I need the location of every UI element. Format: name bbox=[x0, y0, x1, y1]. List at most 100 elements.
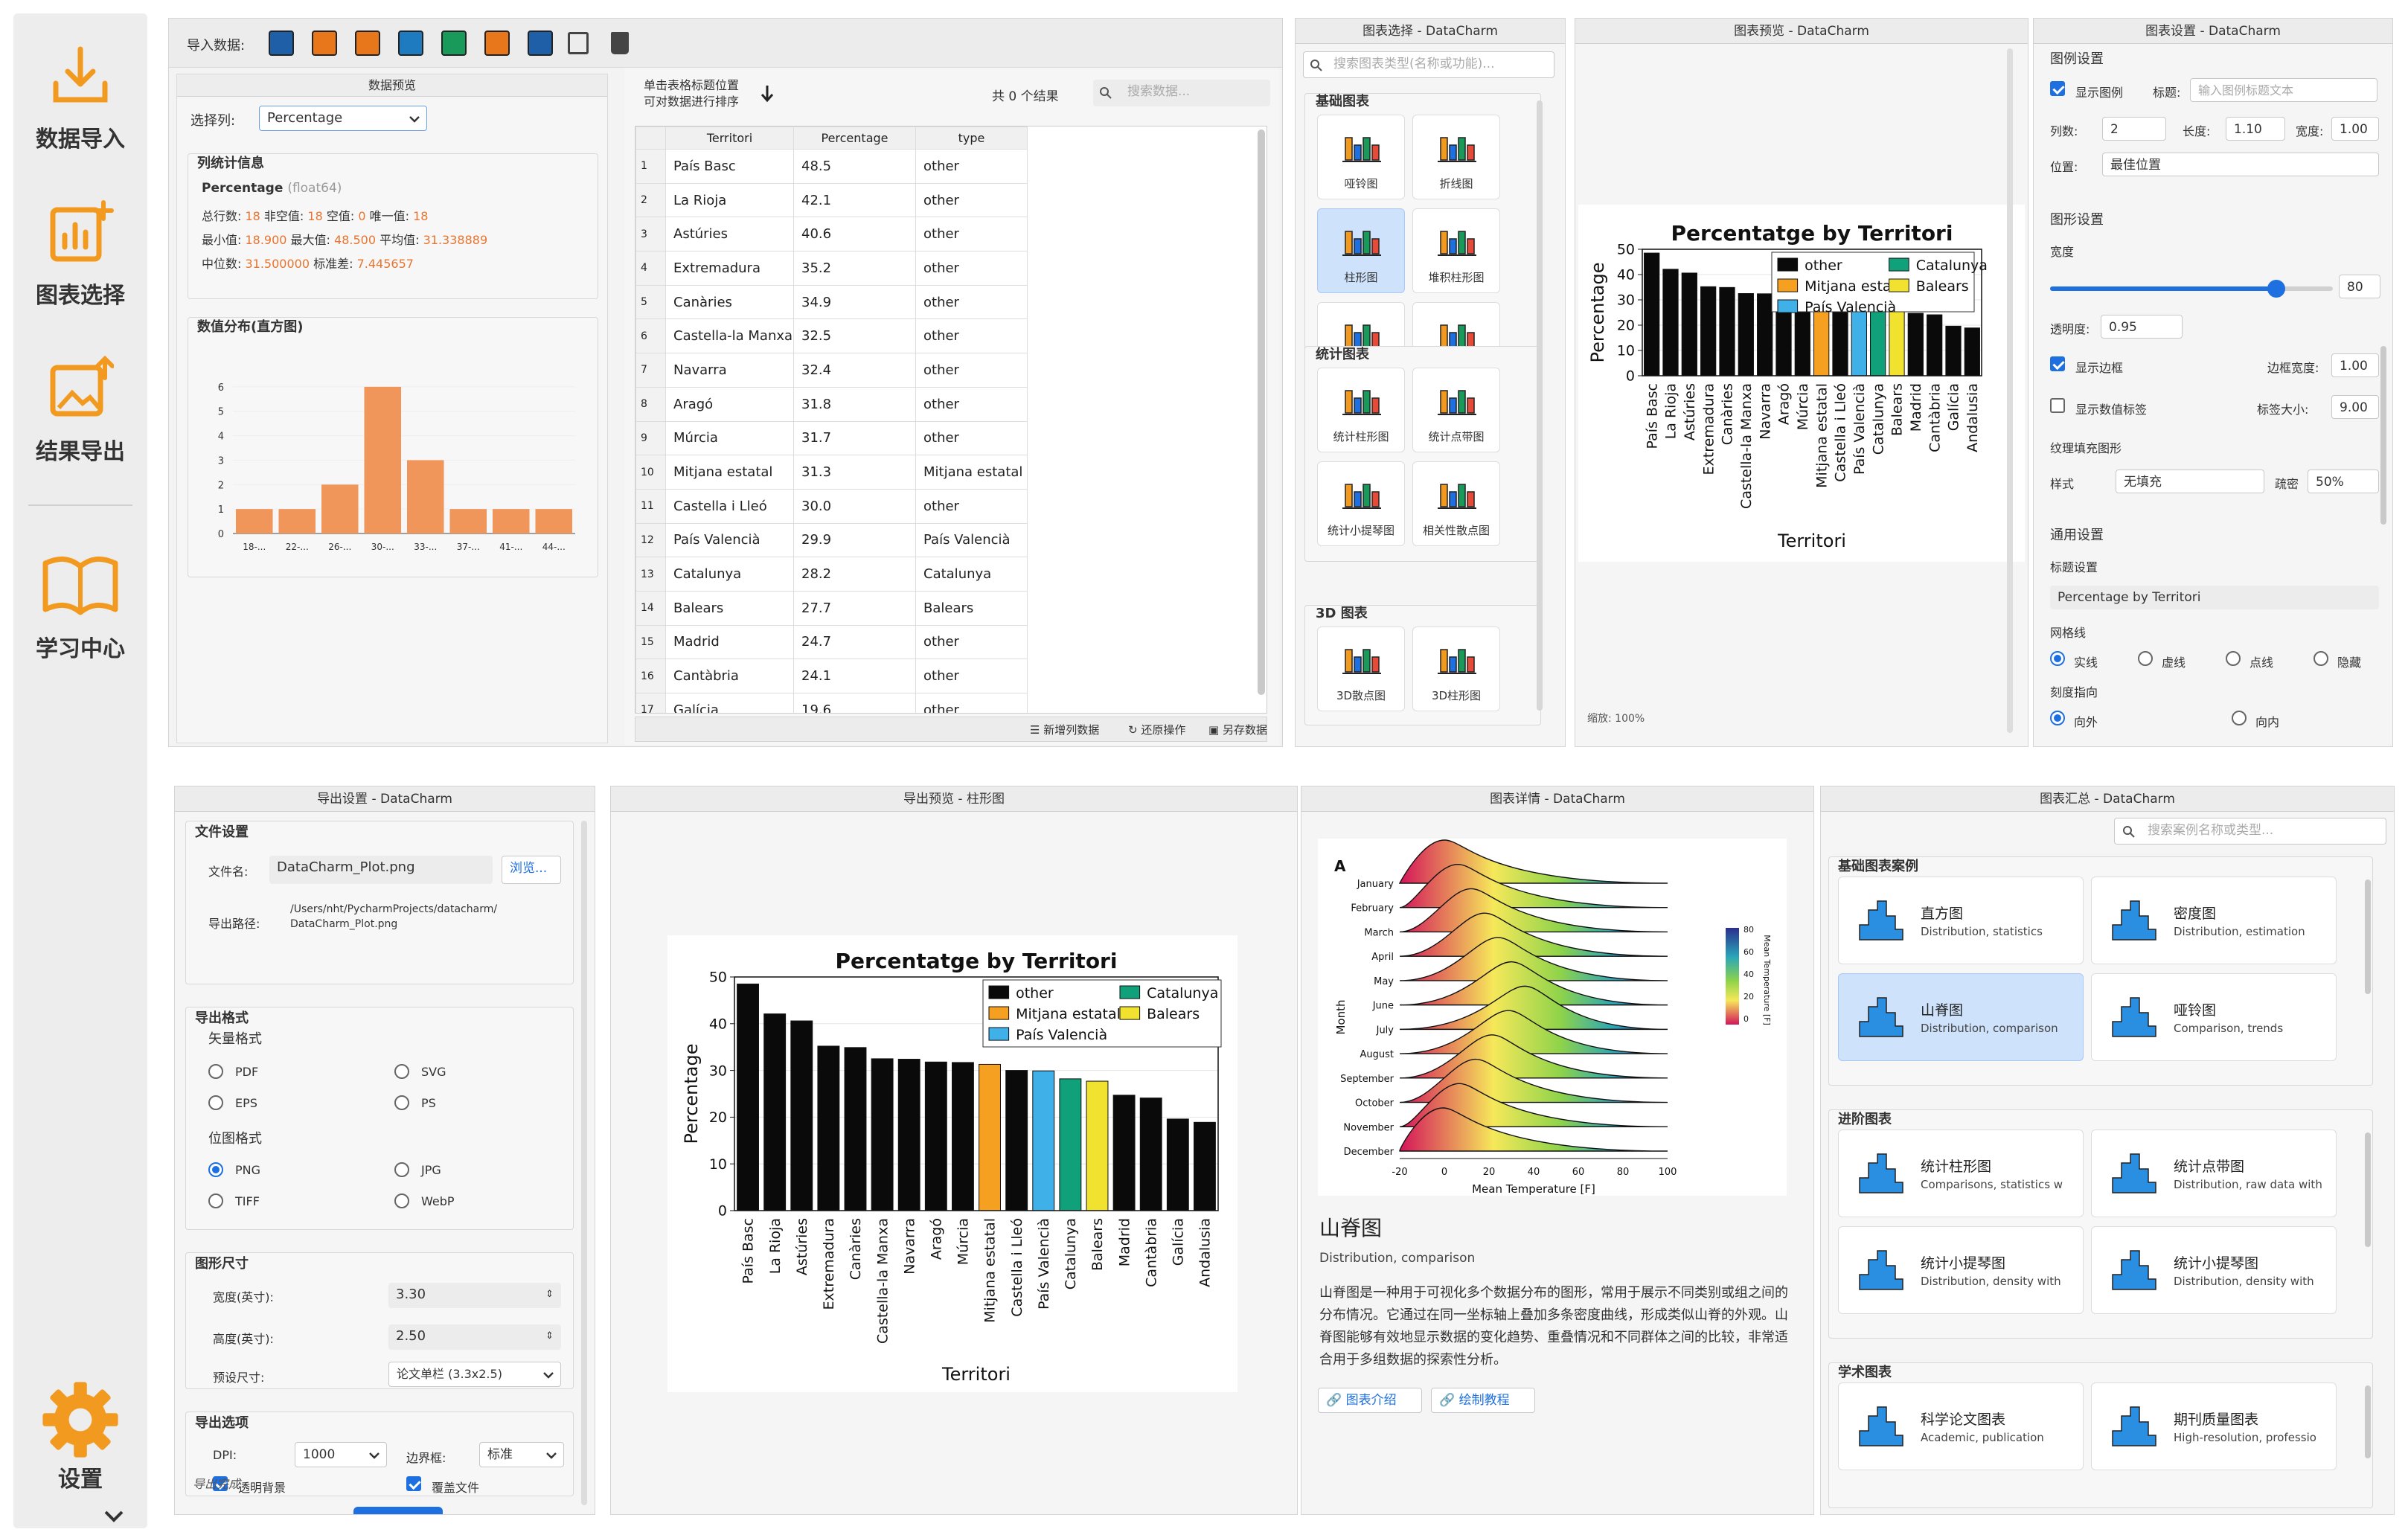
case-card[interactable]: 统计点带图 Distribution, raw data with bbox=[2091, 1130, 2337, 1217]
table-row[interactable]: 11 Castella i Lleó 30.0 other bbox=[635, 488, 1028, 524]
raster-format-radio[interactable] bbox=[394, 1193, 409, 1208]
chart-tile[interactable]: 3D柱形图 bbox=[1412, 627, 1500, 711]
height-spinbox[interactable]: 2.50 ⇕ bbox=[388, 1324, 561, 1350]
tick-out-radio[interactable] bbox=[2050, 711, 2065, 725]
table-row[interactable]: 8 Aragó 31.8 other bbox=[635, 386, 1028, 422]
raster-format-radio[interactable] bbox=[394, 1162, 409, 1177]
border-width-input[interactable]: 1.00 bbox=[2331, 353, 2379, 377]
case-scrollbar[interactable] bbox=[2365, 879, 2371, 994]
txt-icon[interactable] bbox=[355, 31, 380, 56]
add-column-button[interactable]: ☰ 新增列数据 bbox=[1030, 723, 1100, 737]
db-icon[interactable] bbox=[528, 31, 553, 56]
preview-scrollbar[interactable] bbox=[2007, 48, 2013, 733]
case-search-input[interactable]: 搜索案例名称或类型... bbox=[2114, 818, 2386, 845]
dpi-select[interactable]: 1000 bbox=[295, 1442, 387, 1467]
vector-format-radio[interactable] bbox=[208, 1064, 223, 1079]
legend-length-spinbox[interactable]: 1.10 bbox=[2226, 117, 2285, 141]
table-scrollbar[interactable] bbox=[1258, 129, 1265, 695]
trash-icon[interactable] bbox=[611, 32, 629, 54]
tutorial-button[interactable]: 🔗 绘制教程 bbox=[1431, 1388, 1535, 1413]
chart-tile[interactable]: 哑铃图 bbox=[1317, 115, 1405, 199]
column-select[interactable]: Percentage bbox=[259, 106, 427, 131]
hatch-style-select[interactable]: 无填充 bbox=[2116, 470, 2264, 493]
json-icon[interactable] bbox=[398, 31, 423, 56]
grid-radio[interactable] bbox=[2050, 651, 2065, 666]
csv-icon[interactable] bbox=[312, 31, 337, 56]
case-card[interactable]: 山脊图 Distribution, comparison bbox=[1838, 973, 2084, 1061]
raster-format-radio[interactable] bbox=[208, 1193, 223, 1208]
sidebar-item-learn[interactable]: 学习中心 bbox=[13, 553, 147, 663]
preset-select[interactable]: 论文单栏 (3.3x2.5) bbox=[388, 1362, 561, 1387]
chart-title-input[interactable]: Percentage by Territori bbox=[2050, 586, 2379, 609]
raster-format-radio[interactable] bbox=[208, 1162, 223, 1177]
excel-icon[interactable] bbox=[269, 31, 294, 56]
vector-format-radio[interactable] bbox=[394, 1064, 409, 1079]
save-icon[interactable] bbox=[568, 32, 589, 54]
table-row[interactable]: 4 Extremadura 35.2 other bbox=[635, 251, 1028, 286]
grid-radio[interactable] bbox=[2226, 651, 2241, 666]
table-row[interactable]: 13 Catalunya 28.2 Catalunya bbox=[635, 557, 1028, 592]
case-card[interactable]: 统计柱形图 Comparisons, statistics w bbox=[1838, 1130, 2084, 1217]
overwrite-checkbox[interactable] bbox=[406, 1476, 421, 1491]
table-row[interactable]: 6 Castella-la Manxa 32.5 other bbox=[635, 318, 1028, 354]
tick-in-radio[interactable] bbox=[2232, 711, 2247, 725]
table-row[interactable]: 17 Galícia 19.6 other bbox=[635, 693, 1028, 713]
chart-intro-button[interactable]: 🔗 图表介绍 bbox=[1318, 1388, 1422, 1413]
table-row[interactable]: 5 Canàries 34.9 other bbox=[635, 284, 1028, 320]
table-row[interactable]: 16 Cantàbria 24.1 other bbox=[635, 659, 1028, 693]
legend-title-input[interactable]: 输入图例标题文本 bbox=[2190, 78, 2377, 102]
case-card[interactable]: 哑铃图 Comparison, trends bbox=[2091, 973, 2337, 1061]
chart-tile[interactable]: 3D散点图 bbox=[1317, 627, 1405, 711]
table-row[interactable]: 9 Múrcia 31.7 other bbox=[635, 420, 1028, 456]
export-scrollbar[interactable] bbox=[581, 821, 587, 1505]
case-scrollbar[interactable] bbox=[2365, 1132, 2371, 1247]
alpha-spinbox[interactable]: 0.95 bbox=[2101, 315, 2183, 339]
restore-button[interactable]: ↻ 还原操作 bbox=[1128, 723, 1186, 737]
table-search-input[interactable]: 搜索数据... bbox=[1093, 80, 1270, 106]
filename-input[interactable]: DataCharm_Plot.png bbox=[269, 856, 493, 884]
case-scrollbar[interactable] bbox=[2365, 1385, 2371, 1458]
case-card[interactable]: 科学论文图表 Academic, publication bbox=[1838, 1382, 2084, 1470]
width-spinbox[interactable]: 3.30 ⇕ bbox=[388, 1283, 561, 1308]
column-header[interactable]: Percentage bbox=[793, 126, 916, 150]
table-row[interactable]: 10 Mitjana estatal 31.3 Mitjana estatal bbox=[635, 455, 1028, 490]
chart-tile[interactable]: 统计点带图 bbox=[1412, 368, 1500, 452]
sidebar-item-export[interactable]: 结果导出 bbox=[13, 356, 147, 466]
chart-tile[interactable]: 相关性散点图 bbox=[1412, 461, 1500, 546]
save-as-button[interactable]: ▣ 另存数据 bbox=[1208, 723, 1267, 737]
legend-position-select[interactable]: 最佳位置 bbox=[2102, 153, 2379, 176]
transparent-checkbox[interactable] bbox=[213, 1476, 228, 1491]
show-values-checkbox[interactable] bbox=[2050, 398, 2065, 413]
tsv-icon[interactable] bbox=[441, 31, 467, 56]
case-card[interactable]: 期刊质量图表 High-resolution, professio bbox=[2091, 1382, 2337, 1470]
table-row[interactable]: 7 Navarra 32.4 other bbox=[635, 353, 1028, 388]
show-legend-checkbox[interactable] bbox=[2050, 81, 2065, 96]
case-card[interactable]: 统计小提琴图 Distribution, density with bbox=[1838, 1226, 2084, 1314]
arrow-down-icon[interactable] bbox=[760, 84, 775, 103]
bar-width-slider[interactable] bbox=[2050, 280, 2333, 298]
show-border-checkbox[interactable] bbox=[2050, 356, 2065, 371]
sidebar-item-settings[interactable]: 设置 bbox=[13, 1379, 147, 1493]
chart-tile[interactable]: 统计柱形图 bbox=[1317, 368, 1405, 452]
browse-button[interactable]: 浏览... bbox=[502, 856, 561, 884]
column-header[interactable]: Territori bbox=[665, 126, 794, 150]
pkl-icon[interactable] bbox=[484, 31, 510, 56]
vector-format-radio[interactable] bbox=[208, 1095, 223, 1110]
bar-width-spinbox[interactable]: 80 bbox=[2339, 275, 2380, 298]
grid-radio[interactable] bbox=[2138, 651, 2153, 666]
case-card[interactable]: 密度图 Distribution, estimation bbox=[2091, 877, 2337, 964]
chart-tile[interactable]: 统计小提琴图 bbox=[1317, 461, 1405, 546]
chart-tile[interactable]: 堆积柱形图 bbox=[1412, 208, 1500, 293]
case-card[interactable]: 直方图 Distribution, statistics bbox=[1838, 877, 2084, 964]
table-row[interactable]: 1 País Basc 48.5 other bbox=[635, 149, 1028, 184]
border-select[interactable]: 标准 bbox=[479, 1442, 564, 1467]
vector-format-radio[interactable] bbox=[394, 1095, 409, 1110]
chart-search-input[interactable]: 搜索图表类型(名称或功能)... bbox=[1303, 51, 1554, 78]
sidebar-item-chart-select[interactable]: 图表选择 bbox=[13, 199, 147, 310]
chart-tile[interactable]: 柱形图 bbox=[1317, 208, 1405, 293]
grid-radio[interactable] bbox=[2313, 651, 2328, 666]
sidebar-item-import[interactable]: 数据导入 bbox=[13, 43, 147, 153]
table-row[interactable]: 14 Balears 27.7 Balears bbox=[635, 590, 1028, 626]
export-button[interactable] bbox=[353, 1507, 443, 1514]
table-row[interactable]: 2 La Rioja 42.1 other bbox=[635, 182, 1028, 218]
